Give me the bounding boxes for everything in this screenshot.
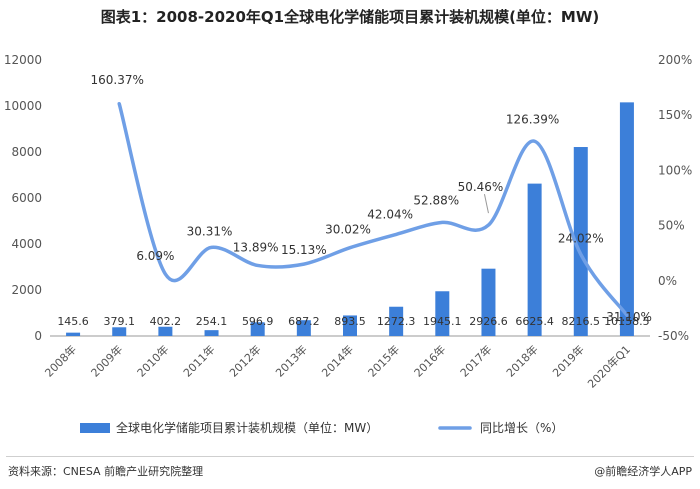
y-left-tick-label: 10000 xyxy=(4,99,42,113)
bar-value-label: 1272.3 xyxy=(377,315,416,328)
x-tick-label: 2008年 xyxy=(42,342,79,379)
bar-value-label: 596.9 xyxy=(242,315,274,328)
line-value-label: 13.89% xyxy=(233,240,279,254)
bar xyxy=(204,330,219,336)
line-value-label: 24.02% xyxy=(558,231,604,245)
y-left-tick-label: 0 xyxy=(34,329,42,343)
y-right-tick-label: 50% xyxy=(658,219,685,233)
y-right-tick-label: 100% xyxy=(658,163,692,177)
y-left-tick-label: 4000 xyxy=(11,237,42,251)
bar xyxy=(343,315,357,336)
legend-label-bar: 全球电化学储能项目累计装机规模（单位：MW） xyxy=(116,420,378,435)
x-tick-label: 2017年 xyxy=(457,342,494,379)
y-left-tick-label: 12000 xyxy=(4,53,42,67)
bar-value-label: 893.5 xyxy=(334,315,366,328)
y-right-tick-label: 200% xyxy=(658,53,692,67)
line-value-label: 160.37% xyxy=(91,73,144,87)
bar xyxy=(296,320,311,336)
x-tick-label: 2012年 xyxy=(226,342,263,379)
line-value-label: 30.31% xyxy=(187,224,233,238)
legend-swatch-bar xyxy=(80,423,110,433)
bar xyxy=(435,291,450,336)
bar xyxy=(250,322,265,336)
bar-value-label: 10158.5 xyxy=(604,315,650,328)
label-leader-line xyxy=(483,193,489,214)
line-value-label: 126.39% xyxy=(506,112,559,126)
bar-value-label: 6625.4 xyxy=(515,315,554,328)
line-value-label: 52.88% xyxy=(413,193,459,207)
y-left-tick-label: 8000 xyxy=(11,145,42,159)
bar xyxy=(481,268,496,336)
bar xyxy=(619,102,634,337)
bar-value-label: 2926.6 xyxy=(469,315,508,328)
bar-value-label: 8216.5 xyxy=(562,315,601,328)
y-left-tick-label: 6000 xyxy=(11,191,42,205)
bar xyxy=(112,327,127,336)
line-value-label: -31.10% xyxy=(602,310,652,324)
line-value-label: 42.04% xyxy=(367,207,413,221)
x-tick-label: 2019年 xyxy=(549,342,586,379)
x-tick-label: 2015年 xyxy=(365,342,402,379)
legend-label-line: 同比增长（%） xyxy=(480,421,563,435)
bar xyxy=(389,306,404,336)
brand-label: @前瞻经济学人APP xyxy=(594,465,692,478)
growth-line xyxy=(117,102,629,317)
footer-divider xyxy=(6,456,694,457)
line-value-label: 30.02% xyxy=(325,223,371,237)
x-tick-label: 2016年 xyxy=(411,342,448,379)
x-tick-label: 2013年 xyxy=(272,342,309,379)
x-tick-label: 2010年 xyxy=(134,342,171,379)
line-value-label: 50.46% xyxy=(458,180,504,194)
chart-title: 图表1：2008-2020年Q1全球电化学储能项目累计装机规模(单位：MW) xyxy=(100,8,600,26)
y-right-tick-label: -50% xyxy=(658,329,689,343)
bar-value-label: 1945.1 xyxy=(423,315,462,328)
bar-value-label: 254.1 xyxy=(196,315,228,328)
source-note: 资料来源：CNESA 前瞻产业研究院整理 xyxy=(8,465,204,478)
y-right-tick-label: 150% xyxy=(658,108,692,122)
x-tick-label: 2018年 xyxy=(503,342,540,379)
bar-value-label: 402.2 xyxy=(150,315,182,328)
y-left-tick-label: 2000 xyxy=(11,283,42,297)
line-value-label: 6.09% xyxy=(136,249,174,263)
x-tick-label: 2011年 xyxy=(180,342,217,379)
bar-value-label: 687.2 xyxy=(288,315,320,328)
x-tick-label: 2009年 xyxy=(88,342,125,379)
bar-value-label: 145.6 xyxy=(57,315,89,328)
bar xyxy=(573,147,588,336)
bar-value-label: 379.1 xyxy=(103,315,135,328)
y-right-tick-label: 0% xyxy=(658,274,677,288)
bar xyxy=(527,183,542,336)
x-tick-label: 2020年Q1 xyxy=(584,342,633,391)
bar xyxy=(66,332,81,336)
bar xyxy=(158,326,173,336)
line-value-label: 15.13% xyxy=(281,243,327,257)
x-tick-label: 2014年 xyxy=(319,342,356,379)
